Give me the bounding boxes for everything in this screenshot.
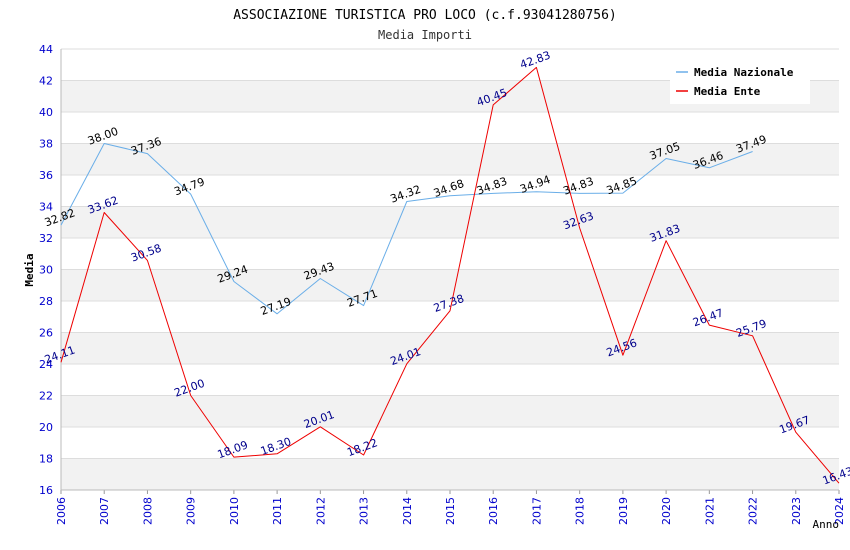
data-label: 26.47 [691, 306, 725, 329]
x-axis: 2006 2007 2008 2009 2010 2011 2012 2013 2014 2015… [55, 497, 846, 525]
y-tick-label: 20 [39, 421, 53, 434]
x-tick-label: 2016 [487, 497, 500, 525]
legend-label: Media Ente [694, 85, 761, 98]
x-tick-label: 2020 [660, 497, 673, 525]
data-label: 34.83 [475, 175, 509, 198]
x-tick-label: 2023 [790, 497, 803, 525]
x-tick-label: 2013 [358, 497, 371, 525]
x-tick-label: 2009 [185, 497, 198, 525]
data-label: 34.32 [389, 183, 423, 206]
data-label: 18.09 [216, 438, 250, 461]
legend-label: Media Nazionale [694, 66, 794, 79]
data-label: 34.79 [172, 175, 206, 198]
x-tick-label: 2006 [55, 497, 68, 525]
y-tick-label: 30 [39, 264, 53, 277]
grid-band [61, 269, 839, 301]
y-tick-label: 22 [39, 390, 53, 403]
grid-band [61, 332, 839, 364]
grid-bands [60, 48, 840, 494]
legend-box [670, 60, 810, 104]
data-label: 18.22 [345, 436, 379, 459]
y-axis: 16 18 20 22 24 26 28 30 32 34 36 38 40 42 44 [39, 43, 53, 497]
y-tick-label: 36 [39, 169, 53, 182]
y-tick-label: 42 [39, 75, 53, 88]
y-tick-label: 38 [39, 138, 53, 151]
series-line-1 [60, 66, 840, 484]
y-tick-label: 24 [39, 358, 53, 371]
y-tick-label: 32 [39, 232, 53, 245]
y-tick-label: 18 [39, 453, 53, 466]
y-tick-label: 16 [39, 484, 53, 497]
data-label: 30.58 [129, 242, 163, 265]
x-tick-label: 2010 [228, 497, 241, 525]
series-layer [60, 66, 840, 484]
x-axis-label: Anno [813, 518, 840, 531]
x-tick-label: 2012 [314, 497, 327, 525]
x-tick-label: 2017 [530, 497, 543, 525]
data-label: 34.68 [432, 177, 466, 200]
y-tick-label: 44 [39, 43, 53, 56]
x-tick-label: 2021 [703, 497, 716, 525]
x-tick-label: 2022 [747, 497, 760, 525]
series-line-0 [60, 143, 753, 315]
x-tick-label: 2007 [98, 497, 111, 525]
data-label: 34.85 [605, 174, 639, 197]
x-tick-label: 2019 [617, 497, 630, 525]
x-tick-label: 2014 [401, 497, 414, 525]
data-label: 18.30 [259, 435, 293, 458]
y-tick-label: 40 [39, 106, 53, 119]
x-tick-label: 2015 [444, 497, 457, 525]
chart-subtitle: Media Importi [378, 28, 472, 42]
grid-band [61, 206, 839, 238]
y-tick-label: 26 [39, 327, 53, 340]
y-axis-label: Media [23, 253, 36, 286]
legend: Media Nazionale Media Ente [670, 60, 810, 104]
grid-band [61, 395, 839, 427]
x-tick-label: 2024 [833, 497, 846, 525]
grid-band [61, 143, 839, 175]
x-tick-label: 2008 [141, 497, 154, 525]
grid-band [61, 458, 839, 490]
chart-title: ASSOCIAZIONE TURISTICA PRO LOCO (c.f.930… [233, 8, 617, 23]
x-tick-label: 2011 [271, 497, 284, 525]
y-tick-label: 28 [39, 295, 53, 308]
x-tick-label: 2018 [574, 497, 587, 525]
y-tick-label: 34 [39, 201, 53, 214]
